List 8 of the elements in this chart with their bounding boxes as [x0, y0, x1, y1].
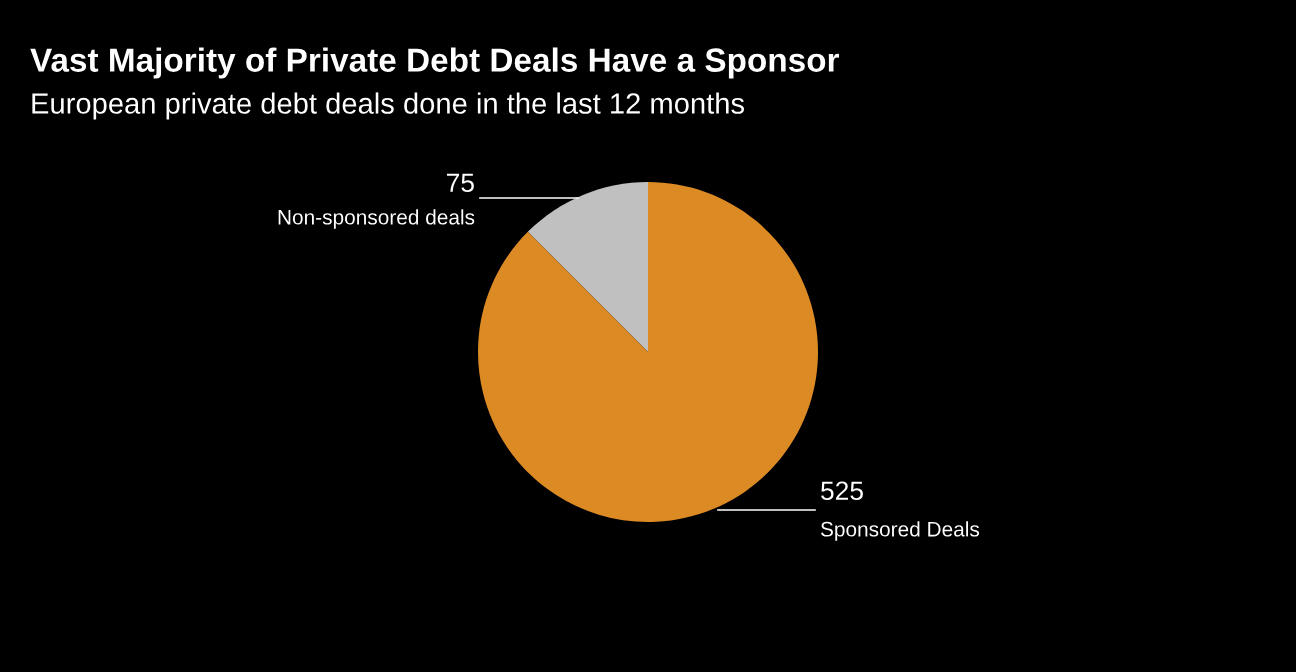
- pie-slice: [527, 182, 648, 352]
- slice-label: Non-sponsored deals: [278, 209, 475, 229]
- data-label: 525: [821, 481, 863, 501]
- slice-label: Sponsored Deals: [820, 521, 980, 541]
- chart-subtitle: European private debt deals done in the last 12 months: [32, 92, 745, 120]
- chart-title: Vast Majority of Private Debt Deals Have a Sponsor: [30, 47, 840, 79]
- pie-slice: [478, 182, 818, 522]
- data-label: 75: [447, 173, 474, 193]
